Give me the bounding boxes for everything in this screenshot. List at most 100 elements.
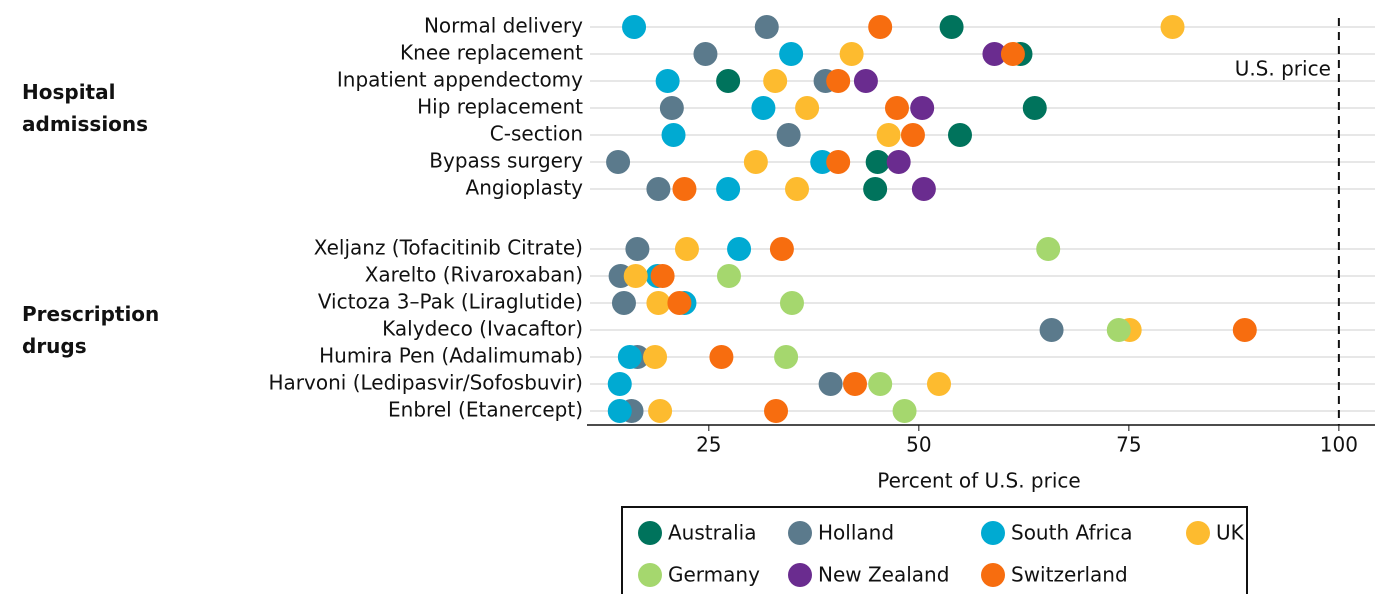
dot: [727, 237, 752, 261]
dot: [622, 15, 647, 39]
category-label: Bypass surgery: [429, 149, 583, 173]
dot: [892, 399, 917, 423]
legend-box: [621, 506, 1248, 594]
dot: [910, 96, 935, 120]
dot: [751, 96, 776, 120]
legend-label: Holland: [818, 521, 894, 545]
x-tick-label: 75: [1116, 433, 1141, 457]
dot: [607, 372, 632, 396]
dot: [643, 345, 668, 369]
x-tick-label: 25: [696, 433, 721, 457]
dot: [709, 345, 734, 369]
legend-label: New Zealand: [818, 563, 949, 587]
legend-swatch: [981, 521, 1005, 545]
category-label: Normal delivery: [424, 14, 583, 38]
legend-label: UK: [1216, 521, 1245, 545]
dot: [1160, 15, 1185, 39]
category-label: Victoza 3–Pak (Liraglutide): [318, 290, 583, 314]
legend-swatch: [788, 521, 812, 545]
legend-label: South Africa: [1011, 521, 1133, 545]
dot: [716, 177, 741, 201]
category-label: Kalydeco (Ivacaftor): [382, 317, 583, 341]
dot: [672, 177, 697, 201]
dot: [900, 123, 925, 147]
category-label: Inpatient appendectomy: [337, 68, 583, 92]
category-label: Xeljanz (Tofacitinib Citrate): [314, 236, 583, 260]
legend-swatch: [1186, 521, 1210, 545]
dot: [754, 15, 779, 39]
dot: [606, 150, 631, 174]
dot: [776, 123, 801, 147]
category-label: Enbrel (Etanercept): [388, 398, 583, 422]
category-label: Harvoni (Ledipasvir/Sofosbuvir): [269, 371, 583, 395]
legend-swatch: [638, 563, 662, 587]
dot: [826, 69, 851, 93]
group-label: Hospital admissions: [22, 80, 149, 136]
dot: [884, 96, 909, 120]
legend-label: Switzerland: [1011, 563, 1128, 587]
dot: [863, 177, 888, 201]
legend-label: Australia: [668, 521, 756, 545]
dot: [617, 345, 642, 369]
dot: [716, 264, 741, 288]
dot: [623, 264, 648, 288]
dot: [818, 372, 843, 396]
dot: [1000, 42, 1025, 66]
dot: [947, 123, 972, 147]
dot: [1022, 96, 1047, 120]
dot: [611, 291, 636, 315]
dot: [774, 345, 799, 369]
dot: [868, 372, 893, 396]
category-label: Xarelto (Rivaroxaban): [365, 263, 583, 287]
dot: [1232, 318, 1257, 342]
dot: [769, 237, 794, 261]
dot: [876, 123, 901, 147]
group-label: Prescription drugs: [22, 302, 160, 358]
dot: [655, 69, 680, 93]
dot: [1106, 318, 1131, 342]
category-label: Knee replacement: [400, 41, 583, 65]
legend-swatch: [638, 521, 662, 545]
dot: [1039, 318, 1064, 342]
x-axis-label: Percent of U.S. price: [877, 469, 1080, 493]
dot: [795, 96, 820, 120]
dot: [661, 123, 686, 147]
dot: [779, 42, 804, 66]
dot: [886, 150, 911, 174]
dot: [785, 177, 810, 201]
dot: [926, 372, 951, 396]
dot: [743, 150, 768, 174]
legend-swatch: [788, 563, 812, 587]
dot: [674, 237, 699, 261]
x-tick-label: 100: [1320, 433, 1358, 457]
dot: [650, 264, 675, 288]
dot: [693, 42, 718, 66]
category-label: Humira Pen (Adalimumab): [319, 344, 583, 368]
dot: [1036, 237, 1061, 261]
dot: [939, 15, 964, 39]
dot: [646, 177, 671, 201]
dot: [868, 15, 893, 39]
dot: [764, 399, 789, 423]
dot: [839, 42, 864, 66]
category-label: C-section: [490, 122, 583, 146]
dot: [646, 291, 671, 315]
dot: [659, 96, 684, 120]
dot: [911, 177, 936, 201]
legend-swatch: [981, 563, 1005, 587]
dot: [982, 42, 1007, 66]
legend-label: Germany: [668, 563, 760, 587]
dot: [842, 372, 867, 396]
category-label: Angioplasty: [466, 176, 584, 200]
dot: [826, 150, 851, 174]
dot: [625, 237, 650, 261]
dot: [716, 69, 741, 93]
dot: [865, 150, 890, 174]
dot: [607, 399, 632, 423]
category-label: Hip replacement: [417, 95, 583, 119]
reference-label: U.S. price: [1235, 57, 1331, 81]
dot: [667, 291, 692, 315]
dot: [853, 69, 878, 93]
